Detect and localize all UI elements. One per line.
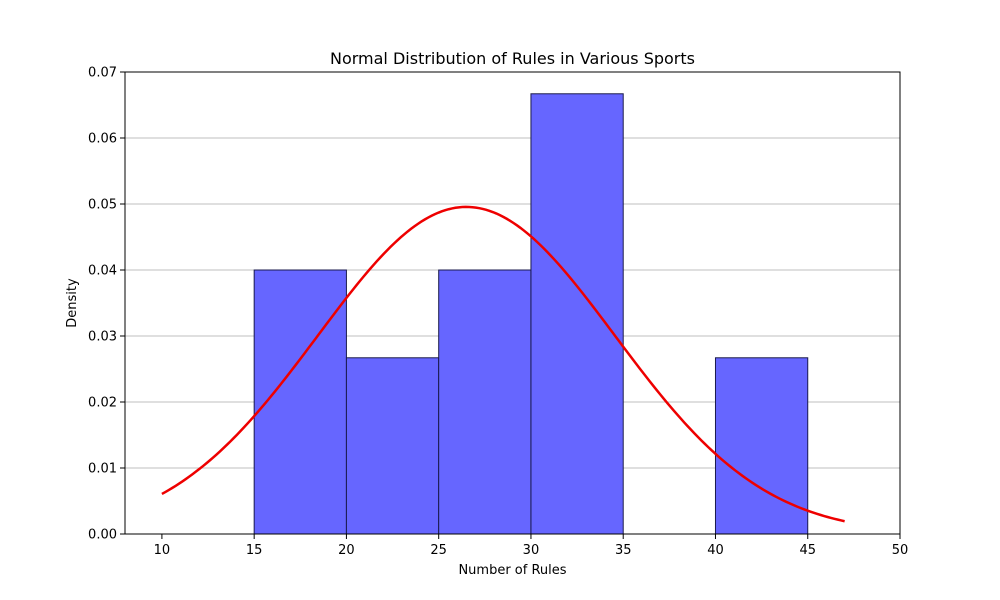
y-tick-label: 0.02 (88, 396, 117, 411)
histogram-bar (438, 269, 532, 535)
y-tick-label: 0.07 (88, 66, 117, 81)
histogram-bar (714, 357, 809, 535)
x-axis-ticks: 10 15 20 25 30 35 40 45 50 (154, 534, 909, 558)
x-tick-label: 40 (707, 543, 724, 558)
histogram-bar (530, 93, 624, 535)
normal-curve-layer (161, 205, 845, 523)
y-tick-label: 0.04 (88, 264, 117, 279)
y-axis-ticks: 0.00 0.01 0.02 0.03 0.04 0.05 0.06 0.07 (88, 66, 125, 543)
histogram-bar (345, 357, 440, 535)
y-tick-label: 0.00 (88, 528, 117, 543)
x-tick-label: 45 (799, 543, 816, 558)
normal-curve (161, 205, 845, 523)
x-tick-label: 20 (338, 543, 355, 558)
x-tick-label: 50 (892, 543, 909, 558)
plot-area-frame (124, 71, 901, 535)
x-axis-title: Number of Rules (458, 563, 566, 578)
x-tick-label: 10 (154, 543, 171, 558)
y-tick-label: 0.05 (88, 198, 117, 213)
y-tick-label: 0.03 (88, 330, 117, 345)
y-tick-label: 0.06 (88, 132, 117, 147)
x-tick-label: 25 (430, 543, 447, 558)
histogram-bars (253, 93, 809, 535)
x-tick-label: 35 (615, 543, 632, 558)
x-tick-label: 15 (246, 543, 263, 558)
y-axis-title: Density (65, 278, 80, 328)
y-tick-label: 0.01 (88, 462, 117, 477)
histogram-bar (253, 269, 347, 535)
chart-title: Normal Distribution of Rules in Various … (330, 49, 695, 68)
x-tick-label: 30 (523, 543, 540, 558)
